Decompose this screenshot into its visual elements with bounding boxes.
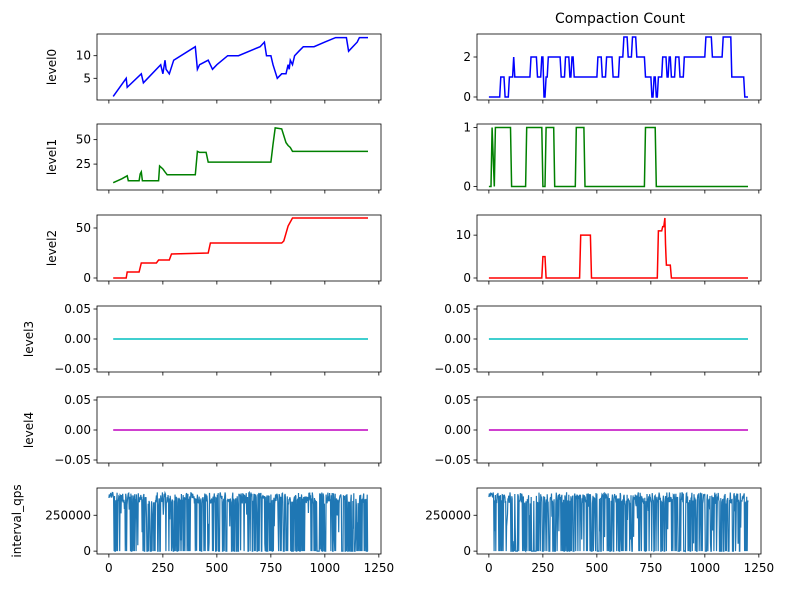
y-tick-label: 5	[83, 71, 91, 85]
y-tick-label: 1	[463, 121, 471, 135]
chart-title: Compaction Count	[555, 11, 685, 27]
x-tick-label: 750	[259, 561, 282, 575]
series-line	[488, 491, 749, 553]
axes-frame	[476, 33, 762, 101]
y-tick-label: 0.00	[444, 423, 471, 437]
panel-c0-r4: −0.05 0.00 0.05 level4	[22, 393, 382, 467]
y-tick-label: 0.00	[64, 332, 91, 346]
panel-c1-r4: −0.05 0.00 0.05	[434, 393, 762, 467]
panel-c0-r3: −0.05 0.00 0.05 level3	[22, 302, 382, 376]
series-line	[108, 490, 369, 552]
y-axis-label: level1	[45, 139, 59, 175]
axes-frame	[476, 123, 762, 191]
y-tick-label: 250000	[45, 508, 91, 522]
panel-c0-r0: 5 10 level0	[45, 33, 382, 104]
y-tick-label: −0.05	[434, 453, 471, 467]
series-line	[113, 217, 368, 279]
y-tick-label: 10	[76, 49, 91, 63]
series-line	[488, 217, 748, 279]
y-axis-label: level2	[45, 230, 59, 266]
y-tick-label: 0.05	[444, 302, 471, 316]
x-tick-label: 1250	[364, 561, 395, 575]
x-tick-label: 500	[585, 561, 608, 575]
y-tick-label: 0	[463, 271, 471, 285]
axes-frame	[96, 33, 382, 101]
y-tick-label: 0	[463, 544, 471, 558]
axes-frame	[96, 123, 382, 191]
y-tick-label: −0.05	[54, 362, 91, 376]
y-axis-label: interval_qps	[10, 484, 24, 557]
y-axis-label: level0	[45, 49, 59, 85]
y-tick-label: 0.00	[444, 332, 471, 346]
series-line	[112, 36, 368, 97]
panel-c1-r1: 01	[463, 121, 762, 194]
axes-frame	[476, 487, 762, 555]
panel-c1-r3: −0.05 0.00 0.05	[434, 302, 762, 376]
x-tick-label: 500	[205, 561, 228, 575]
x-tick-label: 1250	[744, 561, 775, 575]
x-tick-label: 750	[639, 561, 662, 575]
y-tick-label: 0.05	[444, 393, 471, 407]
y-tick-label: 0	[83, 271, 91, 285]
axes-frame	[476, 214, 762, 282]
y-tick-label: 0	[463, 90, 471, 104]
y-tick-label: 0.05	[64, 393, 91, 407]
y-tick-label: 25	[76, 157, 91, 171]
series-line	[488, 126, 748, 188]
y-tick-label: 0.00	[64, 423, 91, 437]
x-tick-label: 0	[105, 561, 113, 575]
y-tick-label: 250000	[425, 508, 471, 522]
y-tick-label: 2	[463, 50, 471, 64]
y-tick-label: 50	[76, 133, 91, 147]
panel-c0-r1: 25 50 level1	[45, 123, 382, 194]
panel-c0-r5: 0 250000 0 250 500 750 1000 1250 interval_qps	[10, 484, 394, 575]
panel-c0-r2: 0 50 level2	[45, 214, 382, 285]
panel-c1-r2: 0 10	[456, 214, 762, 285]
y-tick-label: 50	[76, 221, 91, 235]
y-axis-label: level3	[22, 321, 36, 357]
panel-c1-r0: 02	[463, 33, 762, 104]
y-tick-label: 0	[83, 544, 91, 558]
x-tick-label: 1000	[310, 561, 341, 575]
y-tick-label: 0	[463, 179, 471, 193]
y-tick-label: −0.05	[434, 362, 471, 376]
axes-frame	[96, 214, 382, 282]
x-tick-label: 250	[531, 561, 554, 575]
panel-c1-r5: 0 250000 0 250 500 750 1000 1250	[425, 487, 775, 575]
series-line	[488, 36, 748, 98]
y-tick-label: 0.05	[64, 302, 91, 316]
y-axis-label: level4	[22, 412, 36, 448]
x-tick-label: 250	[151, 561, 174, 575]
y-tick-label: −0.05	[54, 453, 91, 467]
series-line	[112, 127, 368, 184]
y-tick-label: 10	[456, 228, 471, 242]
x-tick-label: 0	[485, 561, 493, 575]
axes-frame	[96, 487, 382, 555]
x-tick-label: 1000	[690, 561, 721, 575]
